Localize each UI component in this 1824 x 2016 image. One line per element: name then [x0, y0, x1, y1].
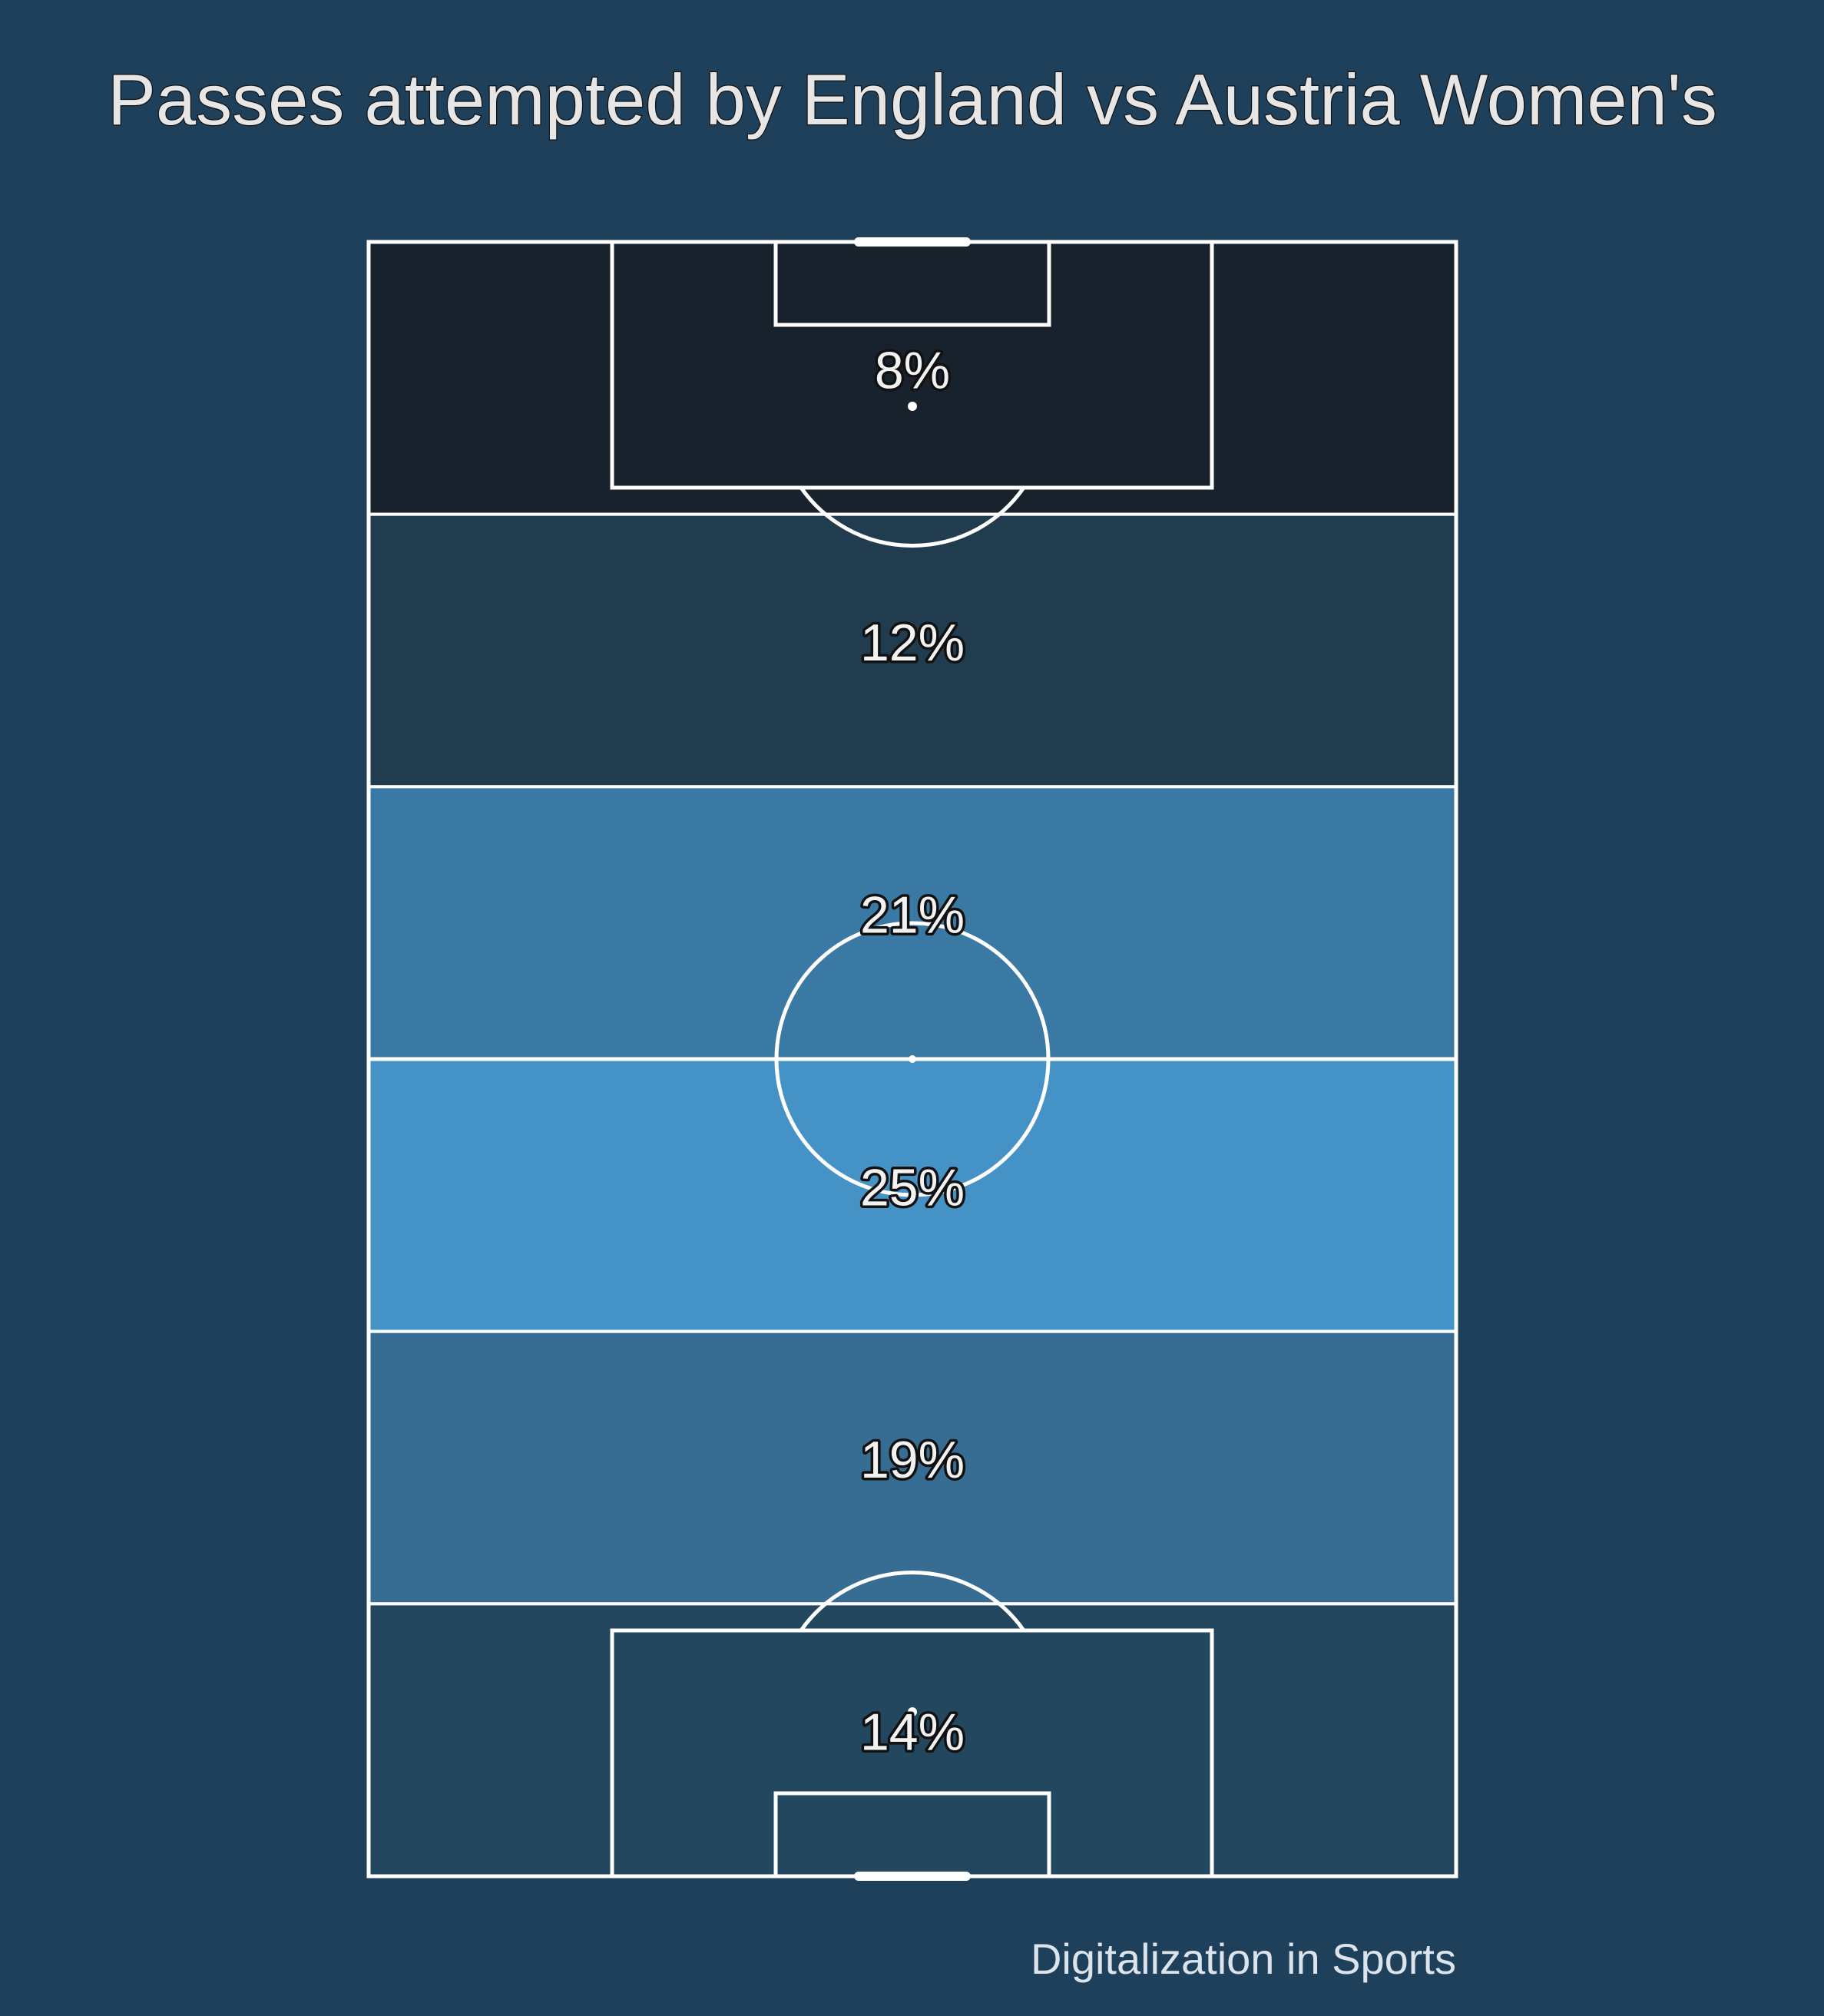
zone-labels: 8% 12% 21% 25% 19% 14%: [857, 339, 967, 1764]
zone-band-2: [367, 512, 1458, 789]
zone-label-4: 25%: [860, 1158, 965, 1217]
bottom-penalty-spot: [908, 1707, 917, 1716]
zone-label-6: 14%: [860, 1703, 965, 1762]
center-circle: [774, 921, 1051, 1197]
center-spot: [909, 1055, 916, 1063]
credit-text: Digitalization in Sports: [1031, 1935, 1456, 1983]
pitch-markings: [366, 237, 1458, 1881]
top-penalty-arc: [799, 486, 1026, 548]
top-penalty-spot: [908, 402, 917, 411]
zone-label-1: 8%: [875, 341, 950, 399]
zone-label-2: 12%: [860, 614, 965, 672]
zone-label-5: 19%: [860, 1431, 965, 1489]
zone-band-1: [367, 240, 1458, 516]
zone-band-6: [367, 1602, 1458, 1878]
chart-title: Passes attempted by England vs Austria W…: [108, 59, 1717, 140]
zone-label-3: 21%: [860, 886, 965, 945]
bottom-penalty-arc: [799, 1571, 1026, 1632]
zone-band-5: [367, 1329, 1458, 1606]
